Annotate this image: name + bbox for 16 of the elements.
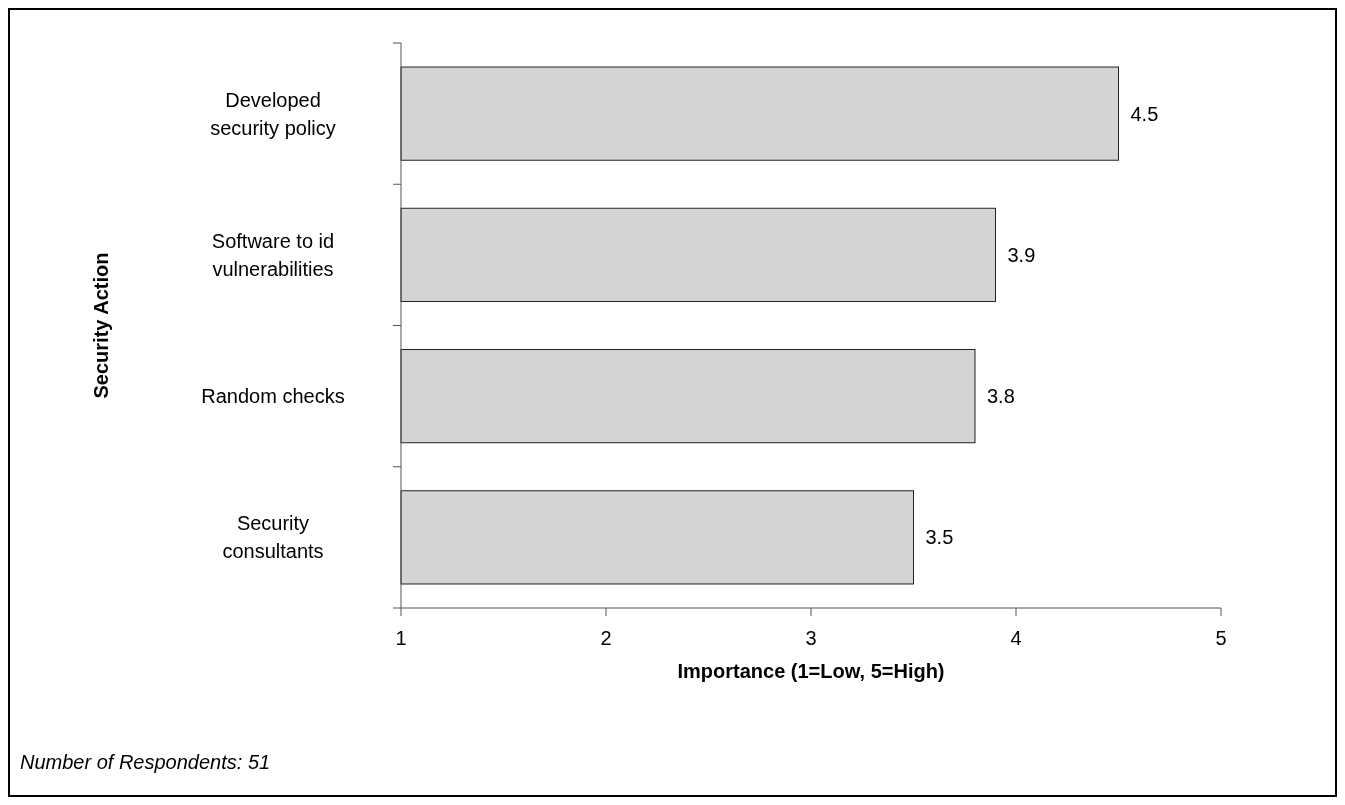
data-label: 4.5 [1130,102,1159,125]
y-tick-label: Software to id vulnerabilities [211,229,335,280]
y-axis-title: Security Action [90,252,112,399]
y-tick-label: Security consultants [222,512,324,563]
x-axis-title: Importance (1=Low, 5=High) [677,660,945,682]
y-tick-label: Random checks [201,385,345,408]
text: Number of Respondents: 51 [20,751,271,773]
y-tick-label: Developed security policy [210,88,336,139]
data-label: 3.9 [1007,243,1036,266]
x-tick-label: 4 [1010,627,1022,649]
data-label: 3.8 [987,385,1015,408]
data-label: 3.5 [925,526,954,549]
x-tick-label: 5 [1215,627,1227,649]
x-tick-label: 2 [600,627,612,649]
x-tick-label: 1 [395,627,407,649]
x-tick-label: 3 [805,627,817,649]
